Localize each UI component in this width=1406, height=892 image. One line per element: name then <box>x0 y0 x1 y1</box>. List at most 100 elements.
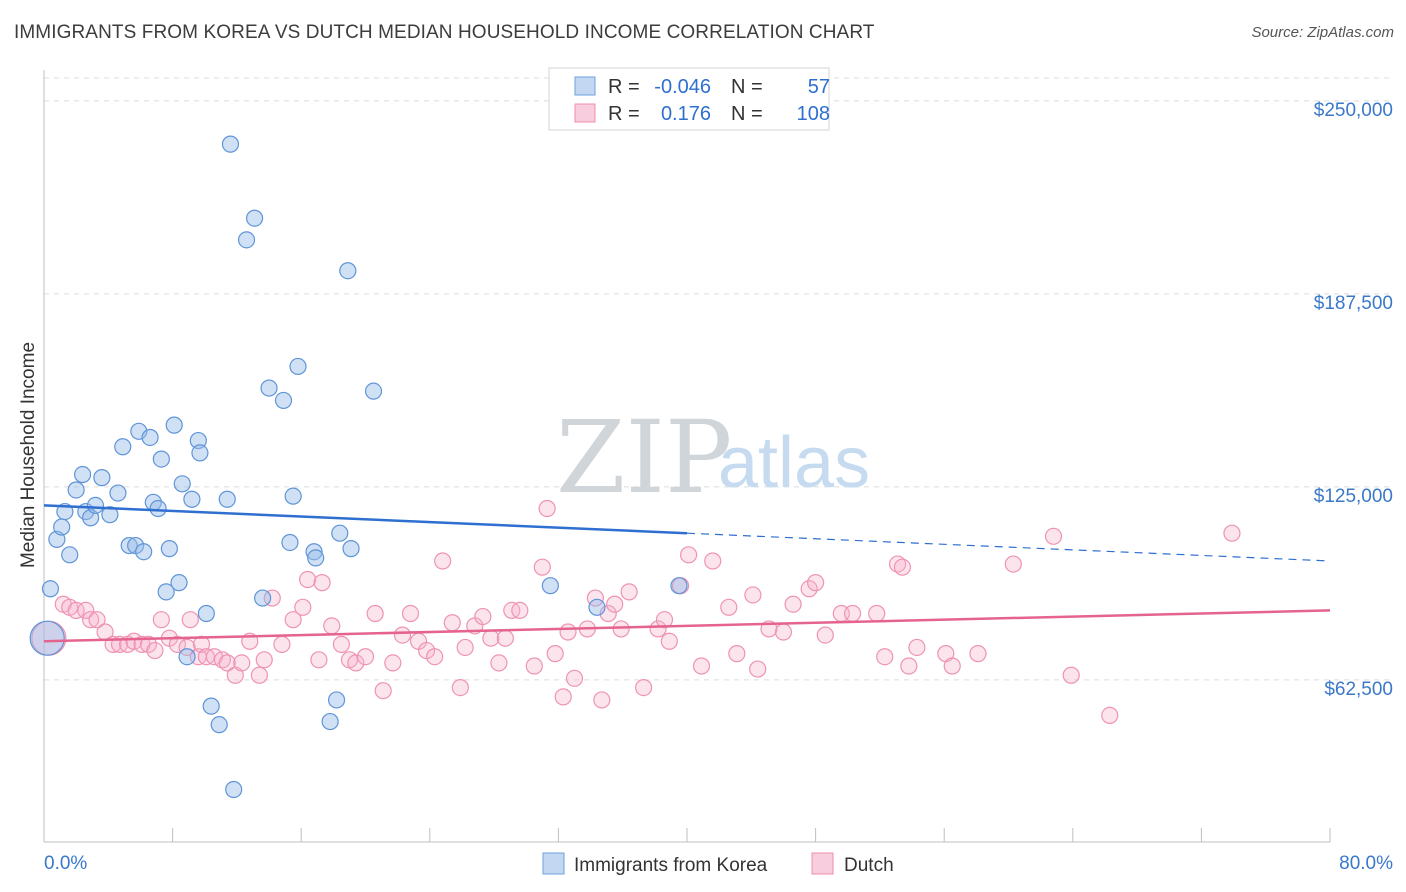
korea-point <box>245 209 264 227</box>
legend-n-label-dutch: N = <box>731 103 763 125</box>
korea-point <box>178 648 196 666</box>
korea-point <box>160 540 178 558</box>
dutch-point <box>313 574 331 592</box>
chart-title: IMMIGRANTS FROM KOREA VS DUTCH MEDIAN HO… <box>14 22 875 43</box>
korea-point <box>197 604 215 623</box>
dutch-point <box>496 629 514 647</box>
dutch-point <box>482 629 500 647</box>
watermark-zip: ZIP <box>556 399 732 516</box>
dutch-point <box>168 635 187 653</box>
dutch-trend-line <box>43 609 1331 643</box>
korea-point <box>101 506 119 524</box>
dutch-point <box>323 617 341 635</box>
y-tick-label: $187,500 <box>1314 293 1393 314</box>
dutch-point <box>451 678 469 697</box>
dutch-point <box>401 604 420 623</box>
dutch-point <box>139 635 158 653</box>
legend-swatch-dutch <box>574 103 596 123</box>
grid-lines <box>44 77 1394 681</box>
dutch-point <box>366 604 384 623</box>
y-tick-label: $125,000 <box>1314 486 1393 507</box>
korea-point <box>170 574 188 592</box>
dutch-point <box>900 657 918 675</box>
korea-trend-extension <box>686 532 1331 562</box>
korea-point <box>109 484 127 502</box>
korea-point <box>364 382 383 400</box>
dutch-point <box>908 638 926 657</box>
korea-point <box>183 490 201 508</box>
dutch-point <box>1062 666 1080 684</box>
dutch-point <box>620 583 638 601</box>
legend-r-label-korea: R = <box>608 76 640 98</box>
dutch-point <box>1004 555 1022 573</box>
dutch-point <box>943 657 961 675</box>
dutch-point <box>384 654 402 672</box>
korea-point <box>61 546 79 564</box>
dutch-point <box>728 645 746 663</box>
dutch-point <box>843 604 862 623</box>
dutch-point <box>554 688 572 706</box>
korea-point <box>281 533 299 552</box>
dutch-point <box>77 601 95 620</box>
korea-point <box>53 518 71 536</box>
dutch-point <box>233 654 251 672</box>
dutch-point <box>284 611 302 629</box>
dutch-point <box>490 654 508 672</box>
korea-point <box>157 583 175 601</box>
dutch-point <box>474 607 492 626</box>
korea-point <box>93 469 111 487</box>
dutch-point <box>969 645 987 663</box>
dutch-point <box>67 601 85 620</box>
korea-point <box>221 135 240 153</box>
korea-point <box>237 231 256 249</box>
dutch-point <box>456 638 474 657</box>
dutch-point <box>692 657 711 675</box>
data-points <box>29 135 1241 799</box>
trend-lines <box>43 504 1331 643</box>
dutch-point <box>310 651 328 669</box>
chart-source: Source: ZipAtlas.com <box>1251 24 1394 41</box>
korea-point <box>588 598 606 616</box>
legend-r-value-korea: -0.046 <box>654 76 711 98</box>
dutch-point <box>250 666 269 684</box>
dutch-point <box>88 611 106 629</box>
dutch-point <box>347 654 365 672</box>
korea-point <box>173 475 191 493</box>
dutch-point <box>332 635 350 653</box>
legend-r-value-dutch: 0.176 <box>661 103 711 125</box>
dutch-point <box>720 598 738 616</box>
dutch-point <box>178 638 196 657</box>
legend-r-label-dutch: R = <box>608 103 640 125</box>
dutch-point <box>181 611 199 629</box>
dutch-point <box>374 682 392 700</box>
korea-point <box>260 379 278 397</box>
korea-point <box>135 543 153 561</box>
dutch-point <box>213 651 232 669</box>
korea-point <box>670 577 688 595</box>
dutch-point <box>876 648 894 666</box>
dutch-point <box>511 601 529 620</box>
dutch-point <box>152 611 170 629</box>
dutch-point <box>559 623 577 641</box>
dutch-point <box>218 654 236 672</box>
dutch-point <box>146 641 164 660</box>
legend-n-value-dutch: 108 <box>797 103 830 125</box>
dutch-point <box>784 595 802 613</box>
dutch-point <box>255 651 273 669</box>
korea-point <box>41 580 60 598</box>
legend-n-value-korea: 57 <box>808 76 830 98</box>
y-tick-labels: $62,500 $125,000 $187,500 $250,000 <box>1314 100 1393 700</box>
dutch-point <box>888 555 907 573</box>
korea-point <box>141 428 159 447</box>
dutch-point <box>525 657 543 675</box>
series-legend-korea: Immigrants from Korea <box>574 855 768 876</box>
korea-point <box>29 620 65 656</box>
korea-point <box>339 262 357 280</box>
watermark-atlas: atlas <box>718 423 870 503</box>
korea-point <box>327 691 346 709</box>
korea-point <box>210 716 228 734</box>
dutch-point <box>443 614 461 632</box>
dutch-point <box>538 499 556 518</box>
dutch-point <box>393 626 412 644</box>
korea-point <box>165 416 183 434</box>
